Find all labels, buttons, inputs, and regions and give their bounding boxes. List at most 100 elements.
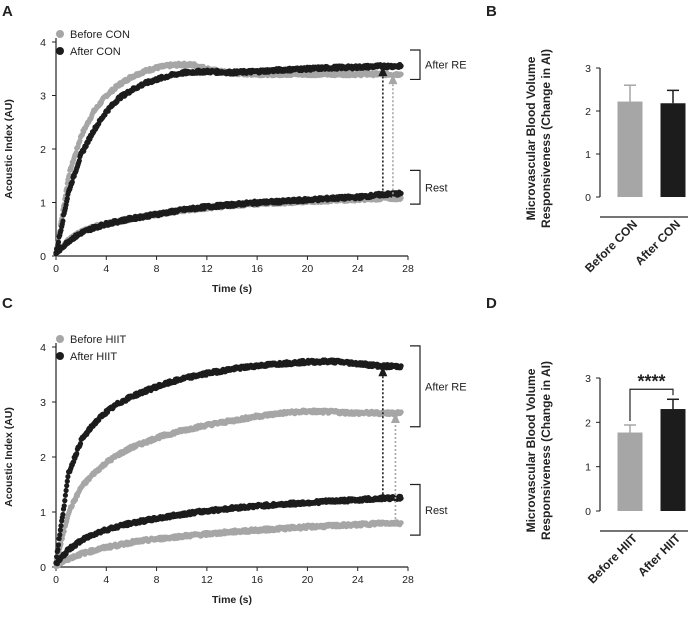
- bracket-label: After RE: [425, 60, 467, 72]
- data-point: [58, 523, 64, 529]
- change-arrow-head: [388, 74, 398, 85]
- change-arrow-head: [390, 413, 400, 423]
- data-point: [77, 441, 84, 447]
- bar: [660, 409, 686, 511]
- bar: [617, 101, 643, 197]
- data-point: [55, 547, 61, 553]
- category-label: Before HIIT: [585, 531, 641, 587]
- y-tick-label: 1: [585, 149, 591, 161]
- x-tick-label: 8: [154, 263, 160, 275]
- data-point: [398, 190, 404, 196]
- data-point: [398, 363, 404, 369]
- y-tick-label: 2: [40, 144, 46, 156]
- series-after-rest: [53, 493, 404, 567]
- x-tick-label: 28: [402, 574, 414, 586]
- bracket: [410, 345, 421, 428]
- panel-letter: A: [2, 3, 13, 20]
- panel-letter: D: [486, 295, 497, 312]
- x-tick-label: 28: [402, 263, 414, 275]
- x-tick-label: 16: [251, 574, 263, 586]
- data-point: [76, 158, 82, 164]
- legend-label: After CON: [70, 46, 121, 58]
- x-tick-label: 4: [103, 574, 109, 586]
- data-point: [69, 179, 75, 185]
- change-arrow-head: [378, 66, 388, 77]
- significance-label: ****: [637, 371, 665, 391]
- y-tick-label: 1: [585, 462, 591, 474]
- y-axis-title: Responsiveness (Change in AI): [539, 361, 553, 540]
- series-before-rest: [53, 519, 404, 570]
- data-point: [73, 150, 79, 156]
- data-point: [55, 542, 62, 548]
- y-tick-label: 0: [585, 192, 591, 204]
- bracket: [410, 483, 421, 536]
- data-point: [63, 487, 69, 494]
- data-point: [398, 63, 404, 69]
- data-point: [64, 478, 70, 484]
- x-axis-title: Time (s): [212, 594, 252, 606]
- y-axis-title: Microvascular Blood Volume: [524, 56, 538, 220]
- x-tick-label: 12: [201, 263, 213, 275]
- y-tick-label: 0: [585, 506, 591, 518]
- bracket: [410, 169, 421, 205]
- data-point: [61, 503, 67, 509]
- y-tick-label: 4: [40, 342, 46, 354]
- y-tick-label: 3: [40, 91, 46, 103]
- category-label: Before CON: [582, 217, 640, 275]
- bar: [617, 432, 643, 511]
- series-after-re: [53, 357, 404, 566]
- data-point: [398, 495, 404, 501]
- x-tick-label: 20: [302, 263, 314, 275]
- bracket: [410, 49, 421, 81]
- data-point: [66, 172, 72, 178]
- legend-label: Before HIIT: [70, 334, 127, 346]
- x-tick-label: 0: [53, 263, 59, 275]
- data-point: [57, 527, 64, 533]
- y-tick-label: 2: [585, 106, 591, 118]
- bracket-label: Rest: [425, 182, 448, 194]
- x-tick-label: 24: [352, 574, 364, 586]
- category-label: After CON: [632, 217, 683, 268]
- x-axis-title: Time (s): [212, 283, 252, 295]
- data-point: [64, 483, 70, 489]
- y-tick-label: 3: [585, 63, 591, 75]
- legend-marker: [56, 30, 64, 38]
- x-tick-label: 16: [251, 263, 263, 275]
- y-tick-label: 1: [40, 198, 46, 210]
- data-point: [62, 492, 68, 498]
- data-point: [57, 532, 63, 538]
- series-after-re: [53, 61, 404, 257]
- data-point: [55, 239, 62, 245]
- legend-label: After HIIT: [70, 351, 117, 363]
- data-point: [64, 196, 70, 202]
- legend-marker: [56, 352, 64, 360]
- bracket-label: After RE: [425, 381, 467, 393]
- y-tick-label: 2: [40, 452, 46, 464]
- change-arrow-head: [378, 366, 388, 377]
- y-tick-label: 2: [585, 417, 591, 429]
- x-tick-label: 20: [302, 574, 314, 586]
- data-point: [398, 71, 404, 77]
- y-tick-label: 4: [40, 37, 46, 49]
- bar: [660, 103, 686, 197]
- data-point: [74, 451, 80, 457]
- series-after-rest: [53, 189, 404, 256]
- data-point: [77, 138, 83, 144]
- data-point: [65, 474, 71, 480]
- bracket-label: Rest: [425, 505, 448, 517]
- y-tick-label: 0: [40, 251, 46, 263]
- data-point: [60, 218, 66, 224]
- y-axis-title: Responsiveness (Change in AI): [539, 49, 553, 228]
- legend-marker: [56, 335, 64, 343]
- data-point: [398, 520, 404, 526]
- significance-bracket: [629, 388, 674, 421]
- x-tick-label: 12: [201, 574, 213, 586]
- category-label: After HIIT: [635, 531, 684, 580]
- x-tick-label: 0: [53, 574, 59, 586]
- y-axis-title: Microvascular Blood Volume: [524, 368, 538, 532]
- panel-letter: C: [2, 295, 13, 312]
- legend-label: Before CON: [70, 29, 130, 41]
